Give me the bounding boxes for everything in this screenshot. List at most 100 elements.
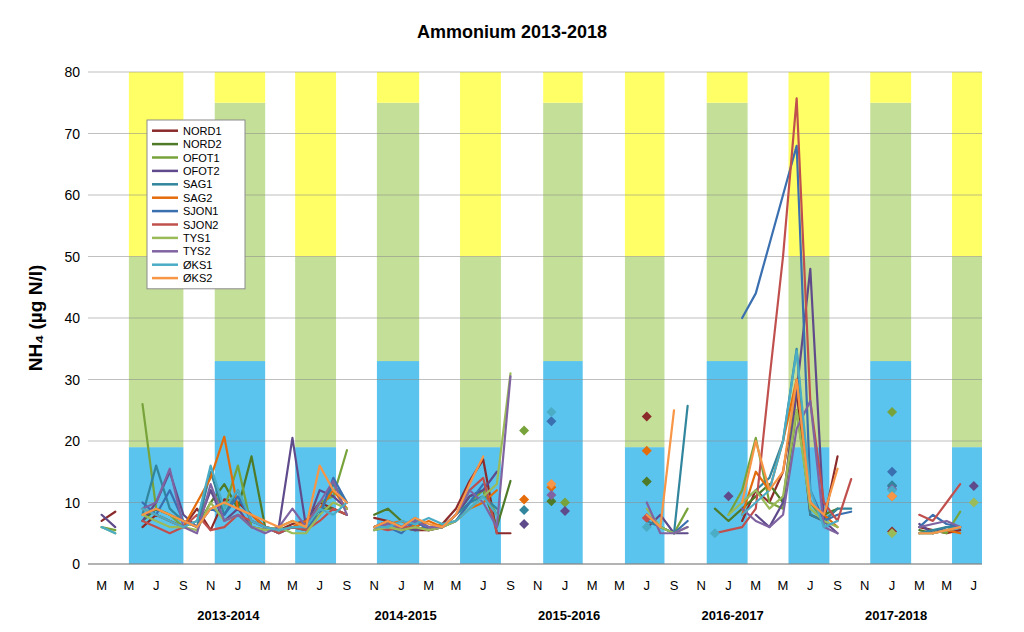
legend-key bbox=[152, 223, 178, 226]
class-zone bbox=[377, 103, 419, 361]
x-tick-label: M bbox=[750, 578, 761, 593]
class-zone bbox=[460, 257, 501, 448]
legend-key bbox=[152, 277, 178, 280]
x-tick-label: M bbox=[96, 578, 107, 593]
series-line bbox=[143, 98, 961, 533]
series-line bbox=[102, 269, 974, 533]
class-zone bbox=[377, 361, 419, 564]
x-tick-label: J bbox=[398, 578, 405, 593]
legend-label: OFOT2 bbox=[183, 165, 220, 177]
legend-key bbox=[152, 250, 178, 253]
series-line bbox=[143, 146, 961, 533]
legend-key bbox=[152, 170, 178, 173]
series-line bbox=[102, 373, 974, 533]
class-zone bbox=[295, 257, 336, 448]
x-group-label: 2016-2017 bbox=[702, 608, 764, 623]
legend-label: ØKS2 bbox=[183, 272, 212, 284]
x-tick-label: J bbox=[480, 578, 487, 593]
x-tick-label: J bbox=[644, 578, 651, 593]
grid-line bbox=[88, 379, 982, 380]
x-group-label: 2013-2014 bbox=[197, 608, 260, 623]
series-line bbox=[143, 380, 961, 534]
point-marker bbox=[887, 491, 897, 501]
class-zone bbox=[295, 72, 336, 257]
x-tick-label: J bbox=[235, 578, 242, 593]
background bbox=[0, 0, 1024, 632]
legend-label: SJON2 bbox=[183, 219, 218, 231]
legend-label: TYS2 bbox=[183, 245, 211, 257]
point-marker bbox=[887, 491, 897, 501]
x-tick-label: M bbox=[914, 578, 925, 593]
point-marker bbox=[642, 522, 652, 532]
point-marker bbox=[560, 506, 570, 516]
class-zone bbox=[870, 103, 911, 361]
legend-key bbox=[152, 263, 178, 266]
point-marker bbox=[519, 426, 529, 436]
class-zone bbox=[543, 72, 583, 103]
class-zone bbox=[215, 72, 265, 103]
legend-key bbox=[152, 210, 178, 213]
x-tick-label: M bbox=[941, 578, 952, 593]
x-group-label: 2017-2018 bbox=[865, 608, 927, 623]
legend-label: SAG2 bbox=[183, 192, 212, 204]
point-marker bbox=[560, 498, 570, 508]
grid-line bbox=[88, 72, 982, 73]
chart: Ammonium 2013-201801020304050607080MMJSN… bbox=[0, 0, 1024, 632]
legend-key bbox=[152, 156, 178, 159]
y-tick-label: 10 bbox=[64, 495, 80, 511]
point-marker bbox=[642, 411, 652, 421]
class-zone bbox=[377, 72, 419, 103]
y-axis-label: NH₄ (µg N/l) bbox=[25, 265, 46, 372]
legend: NORD1NORD2OFOT1OFOT2SAG1SAG2SJON1SJON2TY… bbox=[147, 120, 245, 289]
x-tick-label: J bbox=[316, 578, 323, 593]
x-tick-label: J bbox=[562, 578, 569, 593]
class-zone bbox=[870, 361, 911, 564]
class-zone bbox=[460, 72, 501, 257]
x-tick-label: M bbox=[451, 578, 462, 593]
x-tick-label: J bbox=[807, 578, 814, 593]
point-marker bbox=[887, 528, 897, 538]
class-zone bbox=[625, 72, 665, 257]
legend-label: SJON1 bbox=[183, 205, 218, 217]
class-zone bbox=[707, 361, 748, 564]
x-axis bbox=[88, 564, 982, 565]
point-marker bbox=[519, 505, 529, 515]
point-marker bbox=[887, 467, 897, 477]
class-zone bbox=[870, 72, 911, 103]
x-tick-label: M bbox=[614, 578, 625, 593]
class-zone bbox=[625, 447, 665, 564]
x-tick-label: M bbox=[260, 578, 271, 593]
legend-label: NORD1 bbox=[183, 125, 222, 137]
series-line bbox=[143, 380, 961, 534]
y-tick-label: 80 bbox=[64, 64, 80, 80]
x-tick-label: N bbox=[860, 578, 869, 593]
y-tick-label: 50 bbox=[64, 249, 80, 265]
point-marker bbox=[642, 477, 652, 487]
class-zone bbox=[543, 361, 583, 564]
point-marker bbox=[710, 528, 720, 538]
y-tick-label: 30 bbox=[64, 372, 80, 388]
x-tick-label: M bbox=[778, 578, 789, 593]
class-zone bbox=[788, 72, 829, 257]
x-tick-label: M bbox=[123, 578, 134, 593]
y-tick-label: 60 bbox=[64, 187, 80, 203]
point-marker bbox=[546, 416, 556, 426]
x-tick-label: J bbox=[725, 578, 732, 593]
legend-key bbox=[152, 237, 178, 240]
x-tick-label: M bbox=[587, 578, 598, 593]
grid-line bbox=[88, 318, 982, 319]
legend-key bbox=[152, 143, 178, 146]
legend-box bbox=[147, 120, 245, 289]
point-marker bbox=[969, 481, 979, 491]
series-line bbox=[143, 376, 961, 533]
x-group-label: 2014-2015 bbox=[374, 608, 436, 623]
x-tick-label: S bbox=[179, 578, 188, 593]
x-tick-label: J bbox=[153, 578, 160, 593]
class-zone bbox=[543, 103, 583, 361]
series-line bbox=[143, 349, 961, 534]
class-zone bbox=[707, 72, 748, 103]
title: Ammonium 2013-2018 bbox=[417, 22, 607, 42]
legend-label: TYS1 bbox=[183, 232, 211, 244]
x-tick-label: S bbox=[670, 578, 679, 593]
legend-label: OFOT1 bbox=[183, 152, 220, 164]
